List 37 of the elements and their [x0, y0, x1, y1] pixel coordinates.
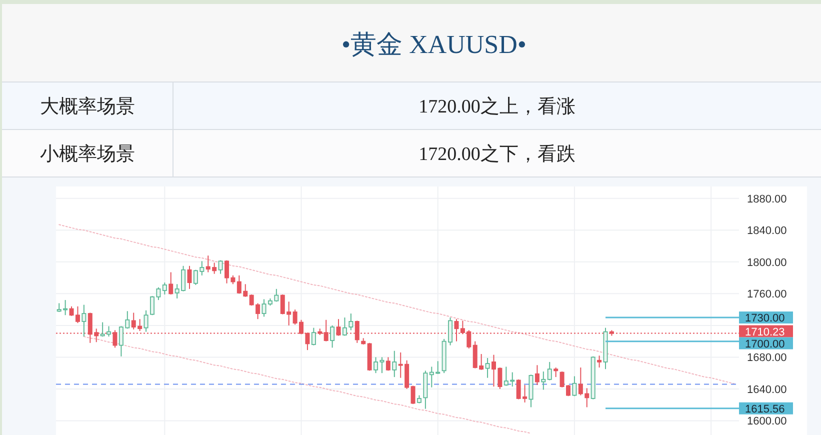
text: 小概率场景 [40, 142, 135, 165]
candlestick [187, 265, 192, 290]
ref-line-label: 1700.00 [745, 338, 785, 350]
y-tick-label: 1840.00 [747, 225, 787, 238]
text: 1720.00之上，看涨 [418, 95, 576, 118]
candlestick [348, 313, 354, 331]
candlestick [218, 260, 223, 274]
y-tick-label: 1680.00 [747, 352, 787, 364]
ref-line-label: 1710.23 [745, 326, 785, 338]
candlestick [554, 367, 558, 378]
y-tick-label: 1640.00 [747, 384, 787, 396]
line-series [58, 224, 736, 385]
candlestick [82, 304, 86, 338]
candlestick [485, 357, 490, 378]
ref-line-label: 1615.56 [745, 403, 785, 416]
candlestick [162, 282, 167, 295]
y-tick-label: 1880.00 [747, 193, 787, 206]
candlestick [528, 374, 534, 408]
candlestick [534, 364, 540, 386]
candlestick [392, 350, 397, 378]
candlestick [547, 361, 552, 381]
candlestick [386, 356, 390, 372]
y-tick-label: 1600.00 [747, 416, 787, 428]
candlestick [572, 376, 577, 397]
ref-line-label: 1730.00 [745, 312, 785, 324]
text: 大概率场景 [40, 95, 135, 118]
candlestick [330, 324, 335, 348]
candlestick [410, 385, 416, 405]
text: 1720.00之下，看跌 [418, 142, 576, 165]
candlestick [342, 317, 347, 336]
candlestick [541, 370, 546, 390]
candlestick [311, 327, 316, 346]
title: •黄金 XAUUSD• [341, 30, 527, 59]
candlestick [597, 355, 602, 368]
candlestick [168, 272, 174, 295]
y-tick-label: 1760.00 [747, 288, 787, 301]
y-tick-label: 1800.00 [747, 256, 787, 269]
